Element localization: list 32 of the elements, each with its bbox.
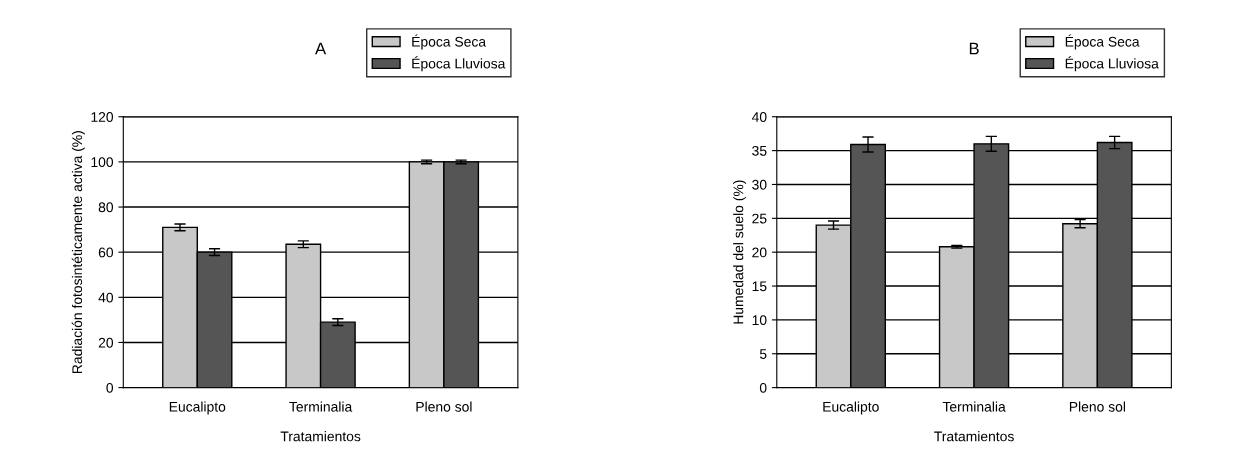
y-axis-title: Radiación fotosintéticamente activa (%) [71, 131, 85, 374]
x-tick-label: Pleno sol [416, 401, 472, 412]
y-tick-label: 80 [98, 202, 114, 213]
y-tick-label: 120 [91, 112, 114, 122]
y-tick-label: 100 [91, 157, 114, 168]
y-tick-label: 15 [752, 281, 767, 292]
x-axis-title: Tratamientos [934, 431, 1014, 442]
y-tick-label: 20 [752, 247, 767, 258]
y-tick-label: 40 [751, 112, 767, 122]
y-tick-label: 35 [752, 145, 767, 156]
x-tick-label: Terminalia [289, 401, 353, 412]
y-tick-label: 0 [106, 382, 114, 393]
x-axis-title: Tratamientos [280, 431, 361, 442]
y-tick-label: 10 [752, 315, 767, 326]
legend-label: Época Lluviosa [1065, 56, 1159, 72]
x-tick-label: Pleno sol [1069, 401, 1126, 412]
y-tick-label: 20 [98, 337, 114, 348]
y-axis-title: Humedad del suelo (%) [733, 180, 747, 324]
y-tick-label: 60 [98, 247, 114, 258]
x-tick-label: Terminalia [942, 401, 1006, 412]
y-tick-label: 30 [752, 179, 767, 190]
y-tick-label: 40 [98, 292, 114, 303]
legend-label: Época Seca [1065, 34, 1140, 50]
x-tick-label: Eucalipto [823, 401, 879, 415]
y-tick-label: 0 [759, 382, 767, 393]
x-tick-label: Eucalipto [169, 401, 226, 415]
y-tick-label: 5 [759, 349, 767, 359]
y-tick-label: 25 [752, 213, 767, 224]
legend-label: Época Seca [412, 34, 487, 50]
chart-title: B [969, 42, 979, 55]
chart-title: A [315, 42, 327, 55]
legend-label: Época Lluviosa [412, 56, 506, 72]
